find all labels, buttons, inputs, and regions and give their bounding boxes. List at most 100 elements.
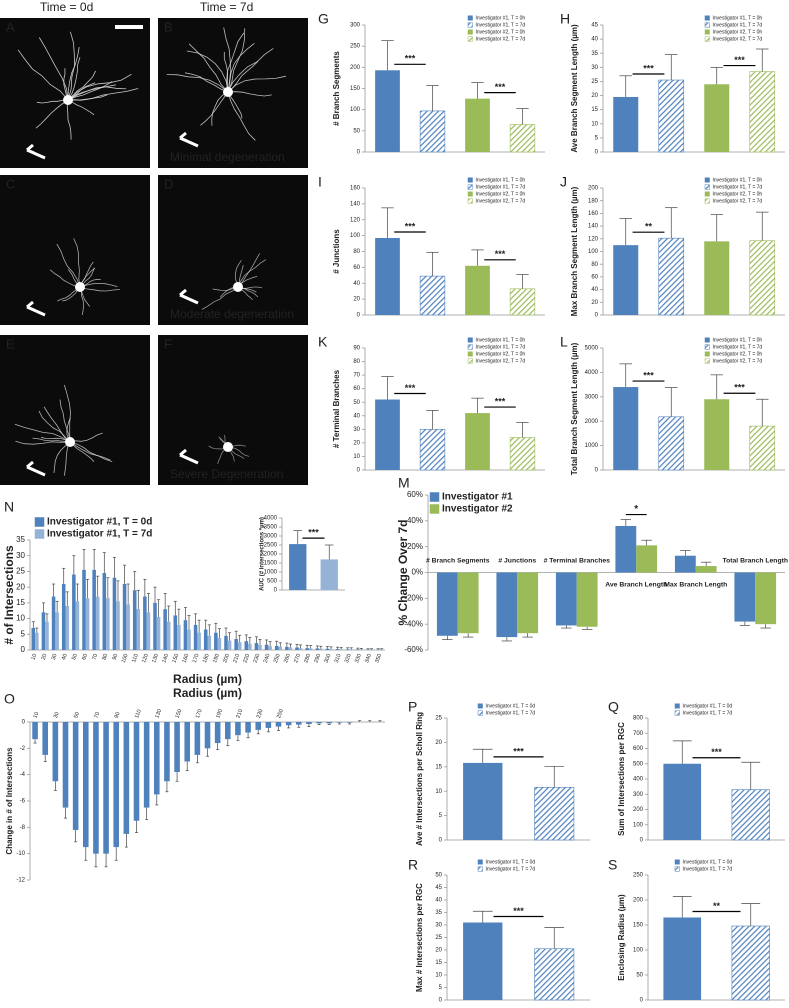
error-bar xyxy=(266,727,270,733)
bar xyxy=(335,649,340,650)
dendrite xyxy=(32,437,71,443)
error-bar xyxy=(45,613,49,622)
error-bar xyxy=(194,613,198,625)
legend-label: Investigator #1, T = 7d xyxy=(713,344,763,350)
y-tick-label: 80 xyxy=(591,262,598,268)
bar xyxy=(214,722,221,744)
bar xyxy=(244,641,249,650)
dendrite xyxy=(15,440,71,445)
y-tick-label: 10 xyxy=(435,789,442,795)
legend-swatch xyxy=(477,703,483,709)
legend-label: Investigator #1, T = 0h xyxy=(476,15,526,21)
panel-letter: S xyxy=(608,857,617,873)
y-tick-label: 100 xyxy=(633,948,644,954)
error-bar xyxy=(163,593,167,610)
x-tick-label: 250 xyxy=(273,653,282,664)
error-bar xyxy=(226,739,230,747)
error-bar xyxy=(153,586,157,603)
legend-swatch xyxy=(429,492,440,502)
x-tick-label: 70 xyxy=(94,711,102,719)
dendrite xyxy=(237,253,260,288)
error-bar xyxy=(755,211,769,241)
y-tick-label: 25 xyxy=(435,716,442,722)
dendrite xyxy=(227,42,255,93)
error-bar xyxy=(471,249,484,266)
panel-letter: D xyxy=(164,176,173,191)
bar xyxy=(755,572,777,625)
legend-label: Investigator #2, T = 7d xyxy=(476,198,526,204)
bar xyxy=(613,245,639,315)
y-tick-label: 40 xyxy=(353,413,360,419)
dendrite xyxy=(79,286,120,292)
error-bar xyxy=(680,550,691,556)
error-bar xyxy=(206,748,209,757)
panel-letter: K xyxy=(318,334,328,350)
bar xyxy=(674,555,696,573)
bar xyxy=(116,601,120,650)
x-tick-label: 200 xyxy=(222,653,231,664)
bar xyxy=(254,643,259,650)
bar xyxy=(45,621,49,650)
dendrite xyxy=(67,47,80,101)
y-tick-label: 20 xyxy=(435,740,442,746)
error-bar xyxy=(195,754,199,764)
bar xyxy=(463,762,503,840)
error-bar xyxy=(359,648,363,650)
bar xyxy=(85,598,90,650)
y-tick-label: 400 xyxy=(633,777,644,783)
bar xyxy=(275,722,282,727)
dendrite xyxy=(43,406,71,443)
bar xyxy=(265,722,272,728)
cell xyxy=(17,31,139,140)
y-tick-label: 180 xyxy=(588,198,599,204)
error-bar xyxy=(183,607,187,621)
error-bar xyxy=(224,627,228,636)
bar xyxy=(224,635,228,650)
error-bar xyxy=(380,648,384,650)
error-bar xyxy=(327,723,331,725)
micrograph xyxy=(0,175,150,325)
error-bar xyxy=(307,723,311,727)
legend-label: Investigator #1, T = 0h xyxy=(476,337,526,343)
y-tick-label: 160 xyxy=(588,211,599,217)
x-tick-label: 30 xyxy=(53,711,61,719)
error-bar xyxy=(234,630,238,639)
dendrite xyxy=(166,74,229,93)
error-bar xyxy=(126,583,130,605)
legend-swatch xyxy=(429,504,440,514)
legend-label: Investigator #2, T = 7d xyxy=(476,358,526,364)
error-bar xyxy=(664,387,678,417)
legend-swatch xyxy=(467,351,473,357)
dendrite xyxy=(17,49,69,101)
error-bar xyxy=(317,723,321,725)
legend-swatch xyxy=(477,710,483,716)
panel-letter: O xyxy=(4,691,15,707)
error-bar xyxy=(288,643,292,648)
panel-letter: L xyxy=(560,334,568,350)
legend-label: Investigator #2, T = 7d xyxy=(476,36,526,42)
error-bar xyxy=(65,591,69,606)
significance-label: *** xyxy=(513,906,524,916)
bar xyxy=(136,609,141,650)
y-tick-label: 20 xyxy=(591,93,598,99)
y-tick-label: -4 xyxy=(20,772,26,778)
dendrite xyxy=(67,31,75,101)
y-tick-label: 60% xyxy=(407,490,423,499)
dendrite xyxy=(67,86,127,101)
bar xyxy=(704,241,730,315)
bar xyxy=(613,96,639,152)
significance-label: *** xyxy=(495,396,506,406)
x-tick-label: 40 xyxy=(61,653,69,661)
error-bar xyxy=(700,561,712,567)
error-bar xyxy=(256,729,260,735)
y-tick-label: 10 xyxy=(435,973,442,979)
y-tick-label: -20% xyxy=(404,593,423,602)
bar xyxy=(457,572,479,634)
y-tick-label: 200 xyxy=(350,65,361,71)
legend-label: Investigator #2, T = 0h xyxy=(713,29,763,35)
y-tick-label: 250 xyxy=(350,44,361,50)
legend-swatch xyxy=(467,191,473,197)
bar xyxy=(102,573,107,650)
error-bar xyxy=(217,628,221,639)
legend-swatch xyxy=(674,859,680,865)
